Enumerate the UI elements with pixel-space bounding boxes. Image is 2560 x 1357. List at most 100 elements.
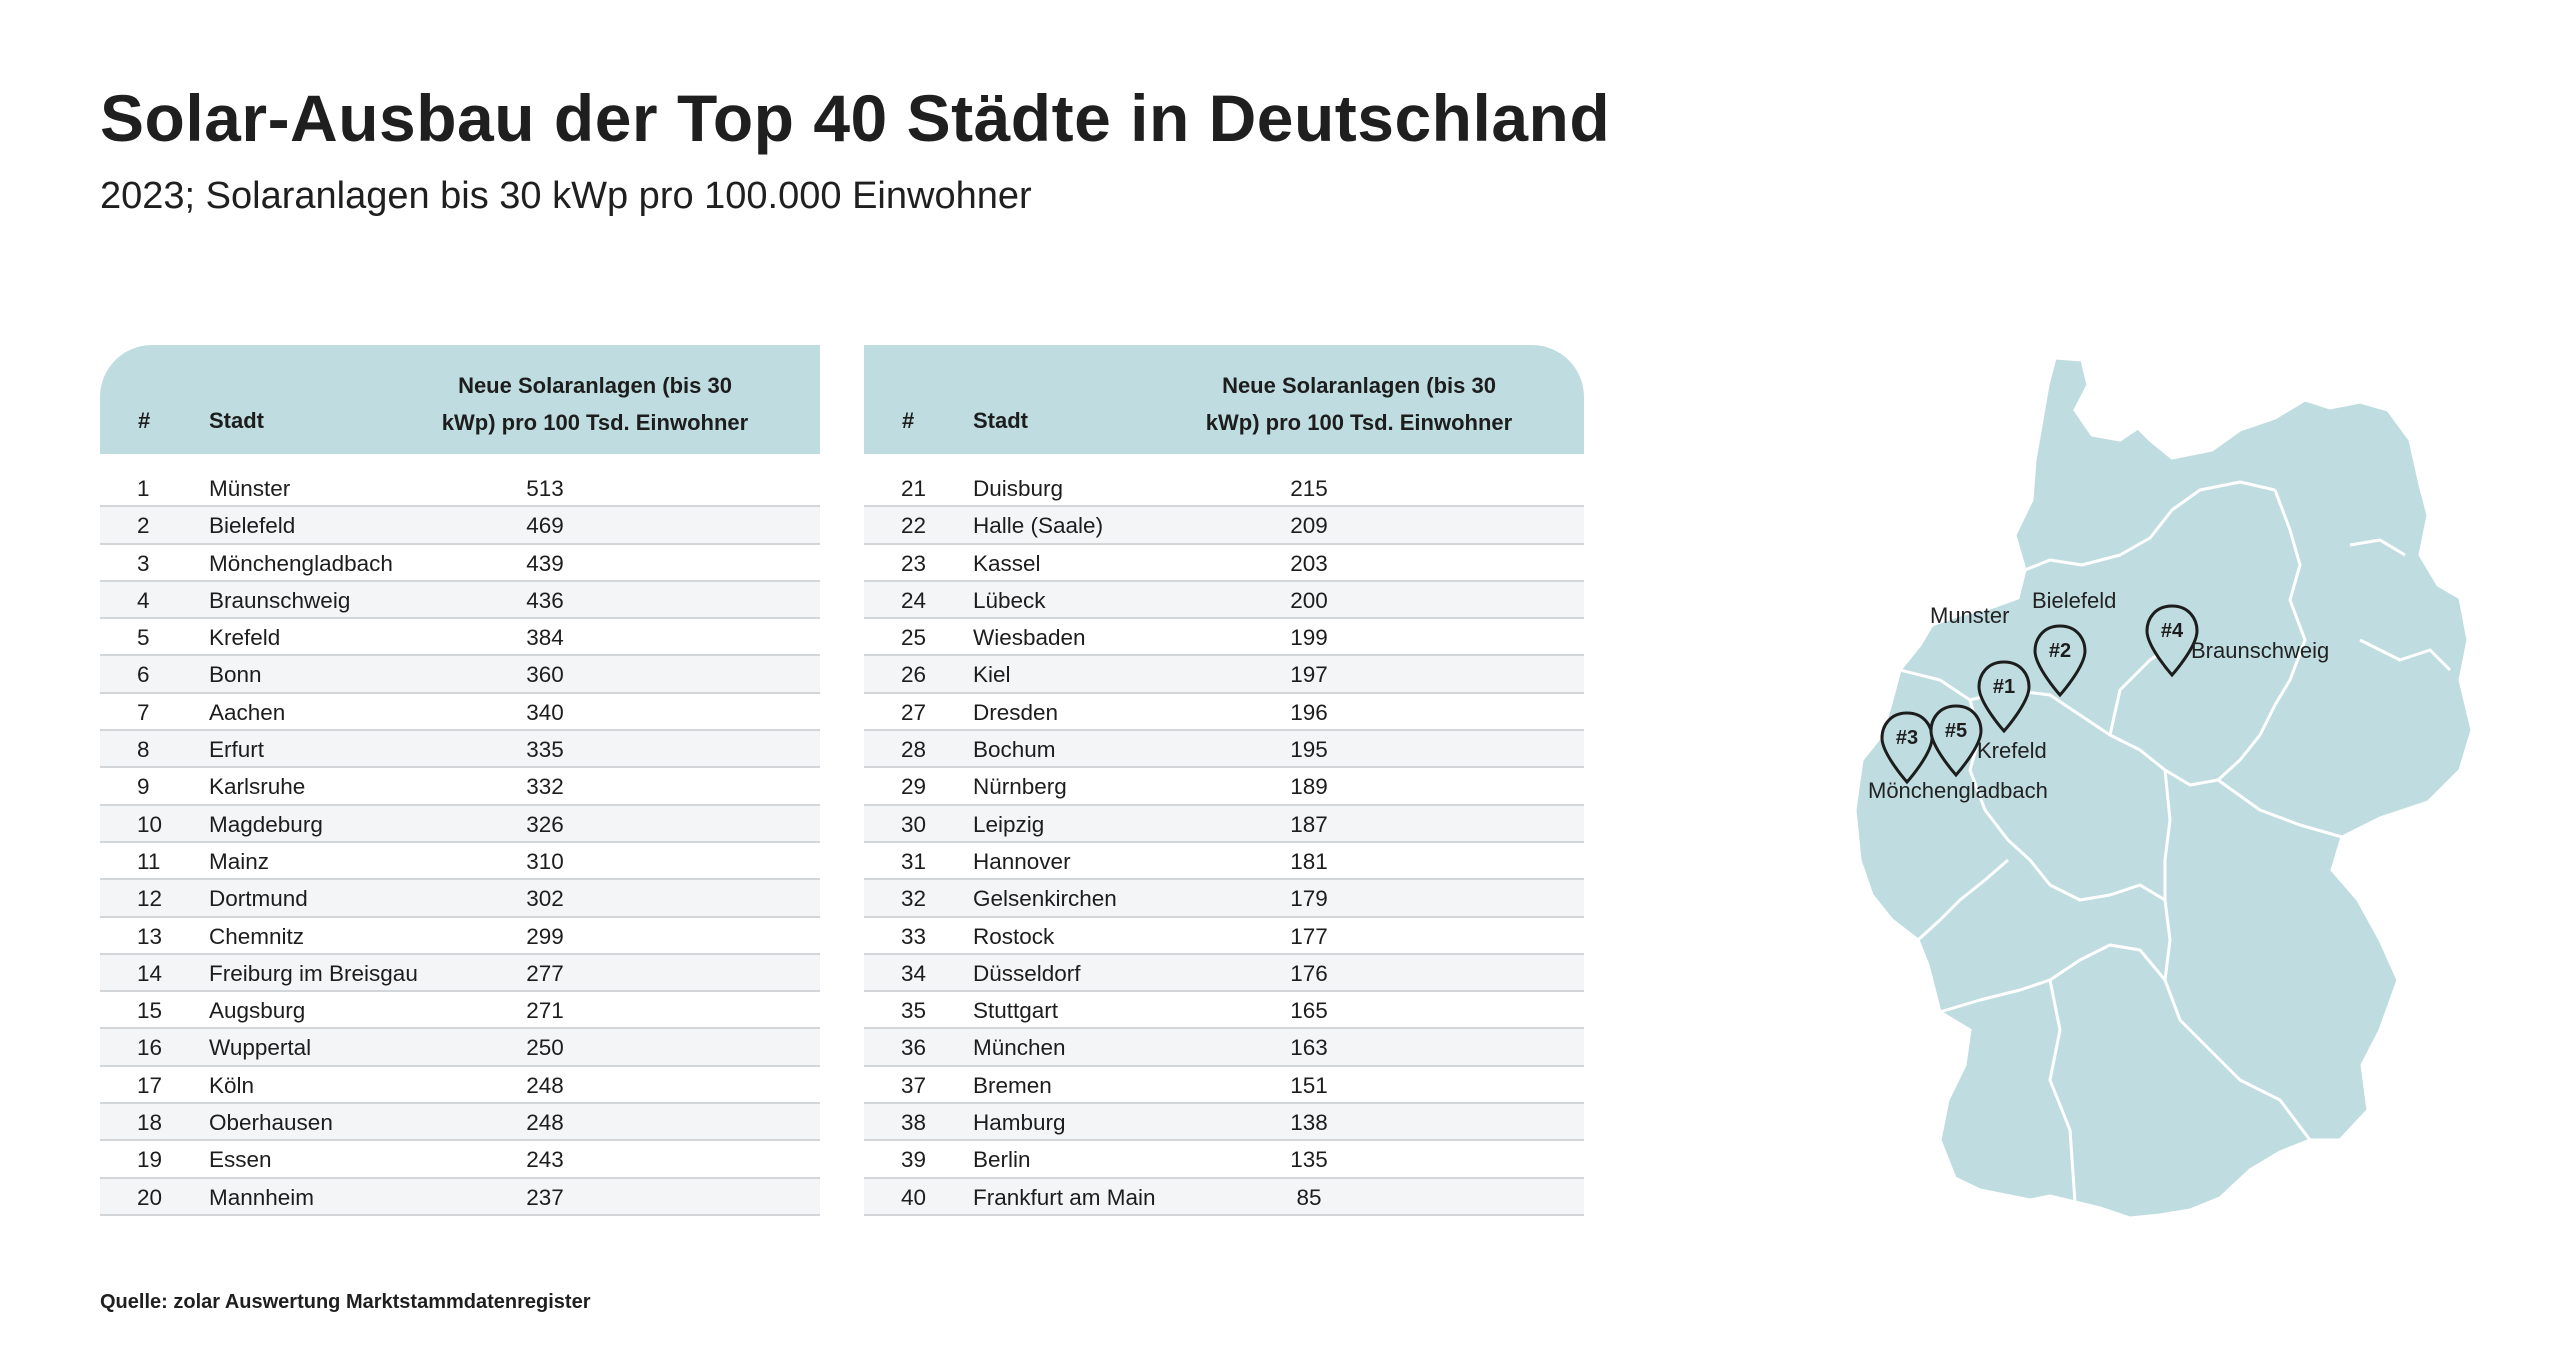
- city-cell: Stuttgart: [973, 998, 1059, 1024]
- germany-shape: [1853, 356, 2474, 1220]
- city-cell: Chemnitz: [209, 923, 305, 949]
- city-cell: Halle (Saale): [973, 513, 1104, 539]
- rank-cell: 22: [901, 513, 927, 539]
- header-value: Neue Solaranlagen (bis 30 kWp) pro 100 T…: [1194, 367, 1524, 441]
- city-cell: Köln: [209, 1072, 255, 1098]
- value-cell: 197: [1290, 662, 1328, 688]
- page-title: Solar-Ausbau der Top 40 Städte in Deutsc…: [100, 81, 1611, 155]
- value-cell: 135: [1290, 1147, 1328, 1173]
- rank-cell: 21: [901, 476, 927, 501]
- table-row: 9 Karlsruhe 332: [100, 768, 820, 806]
- city-cell: Erfurt: [209, 737, 265, 763]
- table-row: 21 Duisburg 215: [864, 470, 1584, 508]
- value-cell: 439: [526, 550, 564, 576]
- rank-cell: 29: [901, 774, 927, 800]
- table-row: 35 Stuttgart 165: [864, 992, 1584, 1030]
- city-cell: Dortmund: [209, 886, 308, 912]
- value-cell: 360: [526, 662, 564, 688]
- table-row: 37 Bremen 151: [864, 1067, 1584, 1105]
- rank-cell: 28: [901, 737, 927, 763]
- value-cell: 250: [526, 1035, 564, 1061]
- city-cell: Lübeck: [973, 587, 1046, 613]
- value-cell: 196: [1290, 699, 1328, 725]
- table-row: 23 Kassel 203: [864, 545, 1584, 582]
- table-row: 7 Aachen 340: [100, 694, 820, 732]
- rank-cell: 9: [137, 774, 150, 800]
- table-row: 32 Gelsenkirchen 179: [864, 880, 1584, 918]
- header-value-line2: kWp) pro 100 Tsd. Einwohner: [1205, 410, 1513, 435]
- city-cell: Magdeburg: [209, 811, 323, 837]
- value-cell: 248: [526, 1110, 564, 1136]
- source-note: Quelle: zolar Auswertung Marktstammdaten…: [100, 1291, 591, 1313]
- city-cell: Bremen: [973, 1072, 1052, 1098]
- map-label-bielefeld: Bielefeld: [2032, 588, 2116, 613]
- value-cell: 335: [526, 737, 564, 763]
- map-label-krefeld: Krefeld: [1977, 738, 2047, 763]
- table-body: 1 Münster 513 2 Bielefeld 469 3 Mönchengladbach…: [100, 470, 820, 1216]
- table-row: 26 Kiel 197: [864, 656, 1584, 694]
- city-cell: Mönchengladbach: [209, 550, 393, 576]
- rank-cell: 32: [901, 886, 927, 912]
- city-cell: Kassel: [973, 550, 1041, 576]
- table-row: 22 Halle (Saale) 209: [864, 507, 1584, 545]
- map-label-braunschweig: Braunschweig: [2191, 638, 2329, 663]
- rank-cell: 27: [901, 699, 927, 725]
- city-cell: Nürnberg: [973, 774, 1067, 800]
- map-label-moenchengladbach: Mönchengladbach: [1868, 778, 2048, 803]
- city-cell: Münster: [209, 476, 291, 501]
- table-row: 18 Oberhausen 248: [100, 1104, 820, 1142]
- rank-cell: 13: [137, 923, 163, 949]
- value-cell: 189: [1290, 774, 1328, 800]
- value-cell: 209: [1290, 513, 1328, 539]
- value-cell: 200: [1290, 587, 1328, 613]
- value-cell: 299: [526, 923, 564, 949]
- city-cell: Essen: [209, 1147, 272, 1173]
- city-cell: Krefeld: [209, 625, 281, 651]
- city-cell: Gelsenkirchen: [973, 886, 1117, 912]
- city-cell: Oberhausen: [209, 1110, 333, 1136]
- pin-label-1: #1: [1993, 676, 2015, 698]
- rank-cell: 12: [137, 886, 163, 912]
- header-city: Stadt: [973, 408, 1028, 433]
- value-cell: 302: [526, 886, 564, 912]
- value-cell: 513: [526, 476, 564, 501]
- rank-cell: 8: [137, 737, 150, 763]
- rank-cell: 26: [901, 662, 927, 688]
- rank-cell: 37: [901, 1072, 927, 1098]
- table-row: 8 Erfurt 335: [100, 731, 820, 769]
- rank-cell: 14: [137, 960, 163, 986]
- value-cell: 384: [526, 625, 564, 651]
- table-header: # Stadt Neue Solaranlagen (bis 30 kWp) p…: [100, 345, 820, 454]
- rank-cell: 15: [137, 998, 163, 1024]
- table-header: # Stadt Neue Solaranlagen (bis 30 kWp) p…: [864, 345, 1584, 454]
- table-row: 2 Bielefeld 469: [100, 507, 820, 545]
- header-value-line1: Neue Solaranlagen (bis 30: [1222, 373, 1496, 398]
- rank-cell: 24: [901, 587, 927, 613]
- map-label-muenster: Munster: [1930, 603, 2009, 628]
- pin-bielefeld: #2: [2033, 624, 2087, 698]
- value-cell: 243: [526, 1147, 564, 1173]
- table-row: 38 Hamburg 138: [864, 1104, 1584, 1142]
- table-row: 14 Freiburg im Breisgau 277: [100, 954, 820, 993]
- table-row: 1 Münster 513: [100, 470, 820, 508]
- table-row: 16 Wuppertal 250: [100, 1029, 820, 1067]
- city-cell: Berlin: [973, 1147, 1031, 1173]
- rank-cell: 23: [901, 550, 927, 576]
- pin-braunschweig: #4: [2145, 604, 2199, 678]
- value-cell: 310: [526, 848, 564, 874]
- rank-cell: 3: [137, 550, 150, 576]
- header-value-line1: Neue Solaranlagen (bis 30: [458, 373, 732, 398]
- city-cell: München: [973, 1035, 1066, 1061]
- value-cell: 248: [526, 1072, 564, 1098]
- value-cell: 181: [1290, 848, 1328, 874]
- city-cell: Braunschweig: [209, 587, 351, 613]
- table-row: 3 Mönchengladbach 439: [100, 545, 820, 582]
- germany-map: #1 #2 #3 #4 #5 Munster Bielefeld Braunsc…: [1853, 356, 2474, 1220]
- pin-label-3: #3: [1896, 727, 1918, 749]
- table-row: 40 Frankfurt am Main 85: [864, 1178, 1584, 1216]
- table-row: 25 Wiesbaden 199: [864, 619, 1584, 657]
- table-row: 11 Mainz 310: [100, 843, 820, 881]
- value-cell: 469: [526, 513, 564, 539]
- table-row: 13 Chemnitz 299: [100, 918, 820, 955]
- rank-cell: 30: [901, 811, 927, 837]
